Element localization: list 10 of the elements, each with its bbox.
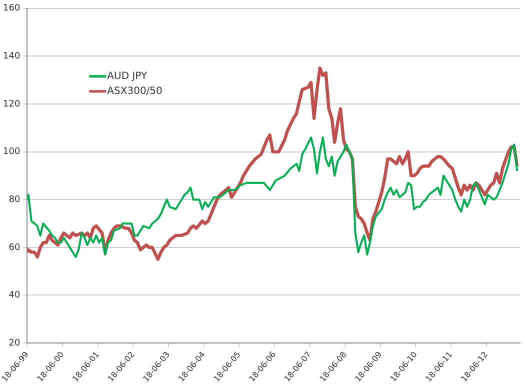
legend-label: ASX300/50 [107,86,162,97]
y-tick-label: 60 [8,242,20,253]
y-tick-label: 40 [8,290,20,301]
y-tick-label: 140 [2,52,20,62]
legend-label: AUD JPY [107,70,148,82]
y-tick-label: 20 [8,338,20,348]
y-tick-label: 80 [8,194,20,205]
y-tick-label: 160 [2,4,20,14]
y-tick-label: 120 [2,99,20,110]
y-tick-label: 100 [2,147,20,158]
